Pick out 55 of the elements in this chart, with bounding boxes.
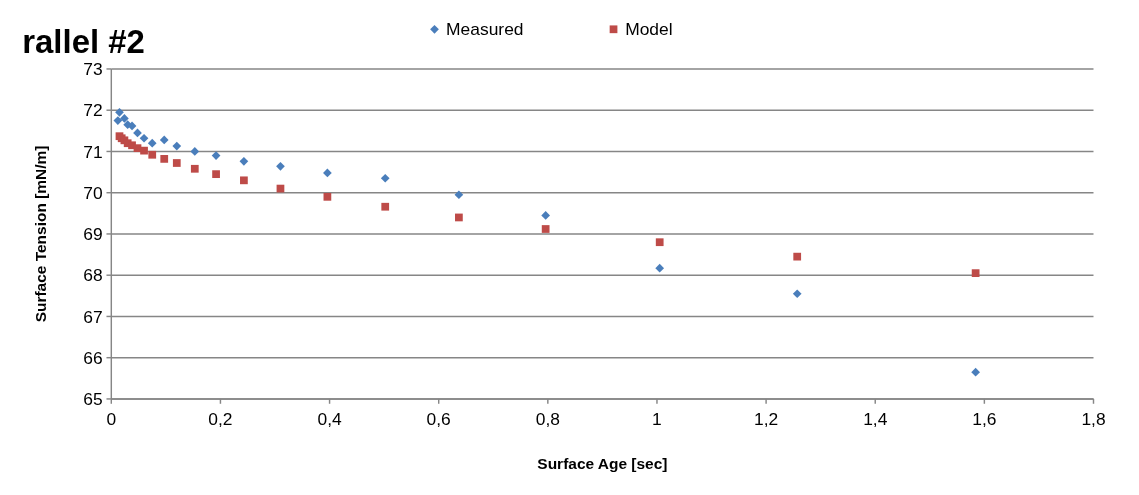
point [380,173,390,183]
x-tick-label: 0,6 [426,409,451,430]
point [160,155,169,163]
x-tick-label: 0,8 [535,409,560,430]
point [140,146,148,155]
point [323,192,332,201]
legend-label: Measured [446,19,524,40]
x-tick-label: 1,8 [1081,409,1106,430]
point [115,107,124,117]
y-tick-label: 71 [83,141,103,162]
y-tick-label: 66 [83,347,103,368]
y-tick-label: 70 [83,182,103,203]
x-axis-title: Surface Age [sec] [537,454,668,472]
point [655,263,665,273]
point [381,202,390,211]
chart-title: rallel #2 [22,23,145,61]
y-tick-label: 67 [83,306,103,327]
x-tick-label: 1,2 [754,409,779,430]
point [655,238,664,247]
point [212,170,220,179]
point [113,116,123,125]
point [323,168,332,178]
x-tick-label: 0,4 [317,409,342,430]
point [159,135,169,145]
x-tick-label: 1,6 [972,409,997,430]
point [541,225,550,233]
y-axis-title: Surface Tension [mN/m] [31,145,49,323]
point [172,141,182,151]
y-tick-label: 72 [83,100,103,121]
point [172,159,181,167]
x-tick-label: 0 [106,409,117,430]
point [276,161,285,171]
legend-label: Model [625,19,673,40]
point [455,213,463,222]
point [190,164,199,173]
point [120,114,129,123]
point [454,190,464,200]
point [971,269,980,278]
y-tick-label: 73 [83,59,103,80]
point [147,138,157,148]
x-tick-label: 1 [652,409,662,430]
point [541,211,551,220]
point [190,147,200,156]
point [139,133,149,143]
point [793,252,802,261]
y-tick-label: 65 [83,389,103,410]
point [240,176,248,185]
y-tick-label: 69 [83,224,103,245]
point [971,367,980,377]
point [239,157,249,166]
y-tick-label: 68 [83,265,103,286]
x-tick-label: 1,4 [863,409,888,430]
point [148,150,157,159]
x-tick-label: 0,2 [208,409,233,430]
point [792,289,802,299]
